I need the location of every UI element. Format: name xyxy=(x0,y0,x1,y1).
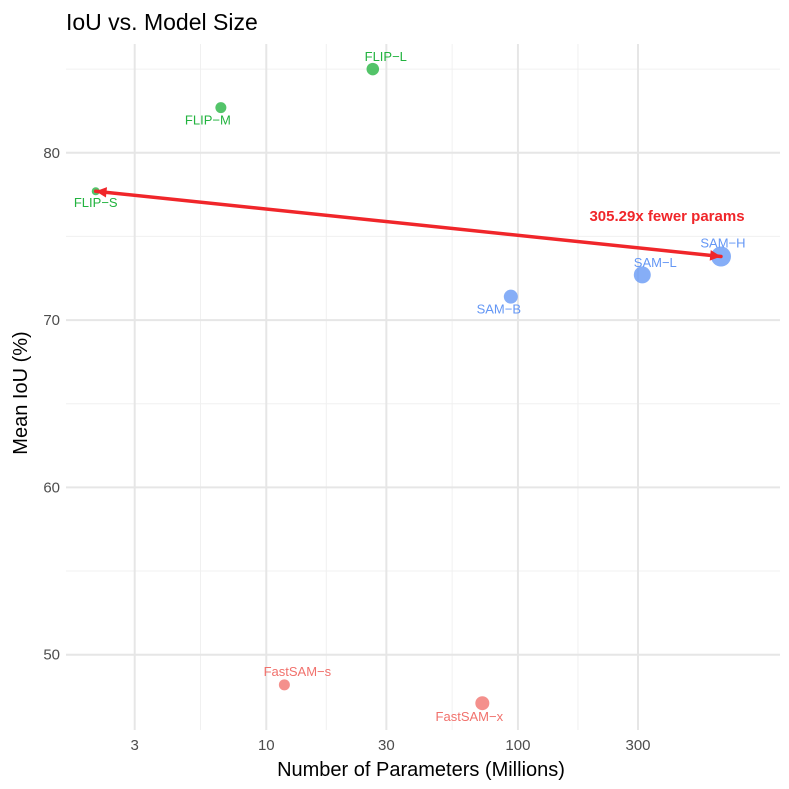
data-point xyxy=(475,696,490,711)
data-point-label: FLIP−S xyxy=(74,195,118,210)
data-point-label: SAM−L xyxy=(634,255,677,270)
data-point-label: FastSAM−x xyxy=(436,709,504,724)
x-tick-label: 30 xyxy=(378,737,395,754)
chart-title: IoU vs. Model Size xyxy=(66,9,258,35)
data-point-label: SAM−H xyxy=(700,235,745,250)
grid-minor xyxy=(66,44,780,730)
point-labels-layer: FLIP−S FLIP−M FLIP−L SAM−B SAM−L SAM−H FastSAM… xyxy=(74,49,746,724)
x-tick-label: 300 xyxy=(625,737,650,754)
y-tick-label: 70 xyxy=(43,312,60,329)
annotation-arrow-line xyxy=(93,189,723,259)
points-layer xyxy=(91,62,731,711)
data-point-label: FLIP−L xyxy=(365,49,407,64)
grid-major xyxy=(66,44,780,730)
data-point-label: FLIP−M xyxy=(185,113,231,128)
y-tick-labels: 50 60 70 80 xyxy=(43,145,60,664)
x-tick-label: 3 xyxy=(131,737,139,754)
data-point-label: SAM−B xyxy=(477,302,521,317)
y-axis-title: Mean IoU (%) xyxy=(10,331,32,454)
x-tick-labels: 3 10 30 100 300 xyxy=(131,737,651,754)
data-point xyxy=(633,266,651,284)
data-point-label: FastSAM−s xyxy=(264,664,332,679)
arrowhead-left xyxy=(95,187,108,198)
data-point xyxy=(215,102,227,114)
data-point xyxy=(366,62,380,76)
annotation-label: 305.29x fewer params xyxy=(589,208,744,225)
y-tick-label: 80 xyxy=(43,145,60,162)
y-tick-label: 50 xyxy=(43,647,60,664)
x-axis-title: Number of Parameters (Millions) xyxy=(277,759,565,781)
x-tick-label: 100 xyxy=(505,737,530,754)
arrowhead-right xyxy=(709,250,721,261)
x-tick-label: 10 xyxy=(258,737,275,754)
data-point xyxy=(503,289,518,304)
data-point xyxy=(278,679,290,691)
annotation-arrow-layer xyxy=(93,187,723,261)
y-tick-label: 60 xyxy=(43,479,60,496)
